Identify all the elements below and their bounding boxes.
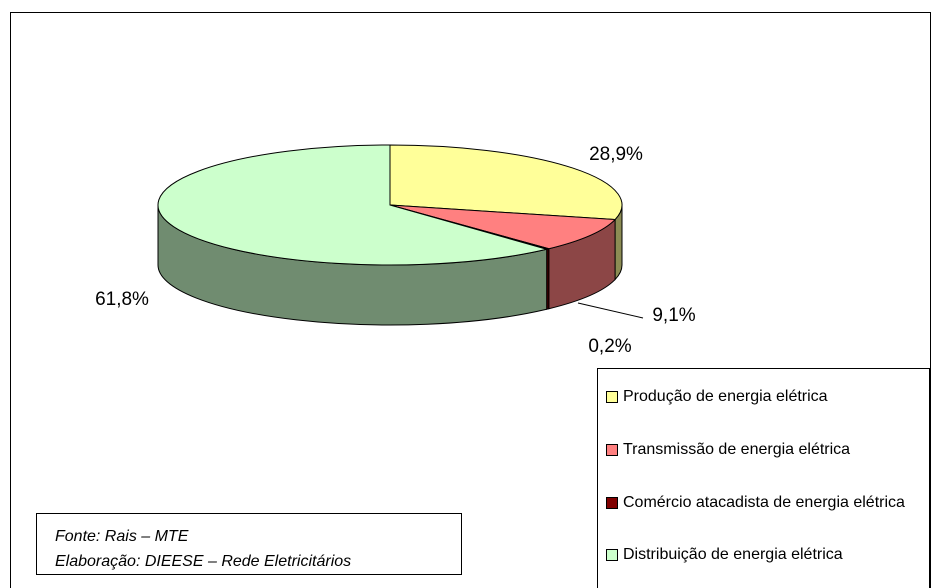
- legend-item: Produção de energia elétrica: [606, 386, 926, 407]
- pie: [157, 144, 623, 326]
- slice: [389, 204, 617, 250]
- leader-line: [577, 302, 644, 319]
- legend-item: Transmissão de energia elétrica: [606, 439, 926, 460]
- legend-swatch: [606, 444, 618, 456]
- data-label: 9,1%: [652, 305, 695, 326]
- legend-label: Distribuição de energia elétrica: [623, 546, 843, 563]
- slice: [157, 144, 549, 266]
- data-label: 61,8%: [95, 289, 149, 310]
- legend-label: Comércio atacadista de energia elétrica: [623, 494, 905, 511]
- legend-item: Distribuição de energia elétrica: [606, 544, 926, 565]
- source-line: Elaboração: DIEESE – Rede Eletricitários: [55, 553, 352, 570]
- legend-swatch: [606, 391, 618, 403]
- data-label: 28,9%: [589, 144, 643, 165]
- legend-label: Transmissão de energia elétrica: [623, 441, 851, 458]
- chart-border: [10, 12, 931, 588]
- source-line: Fonte: Rais – MTE: [55, 528, 189, 545]
- legend-swatch: [606, 497, 618, 509]
- legend-swatch: [606, 549, 618, 561]
- source-box: Fonte: Rais – MTE Elaboração: DIEESE – R…: [36, 513, 462, 575]
- data-label: 0,2%: [588, 336, 631, 357]
- legend-item: Comércio atacadista de energia elétrica: [606, 492, 926, 513]
- legend: Produção de energia elétrica Transmissão …: [597, 368, 930, 588]
- legend-label: Produção de energia elétrica: [623, 388, 828, 405]
- slice: [389, 144, 623, 221]
